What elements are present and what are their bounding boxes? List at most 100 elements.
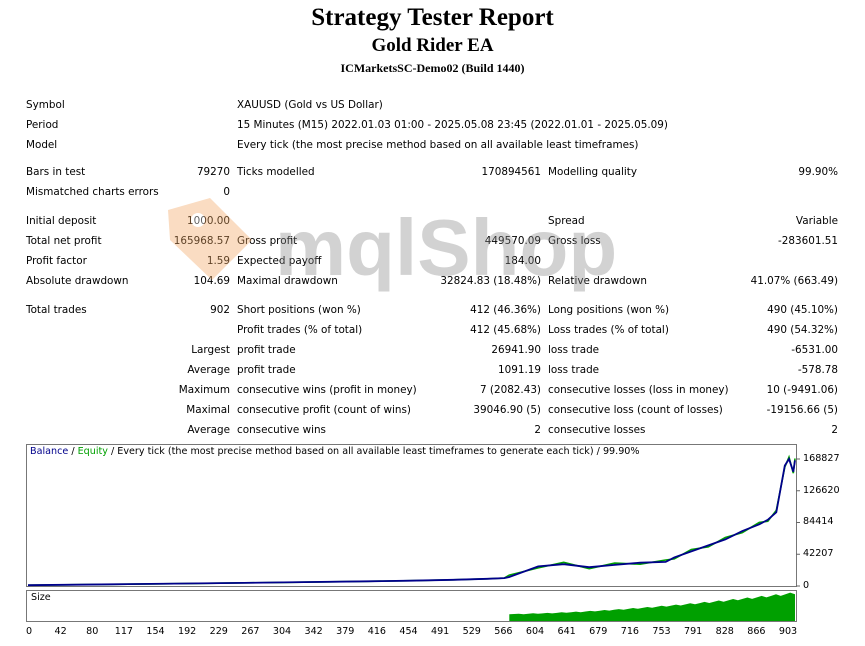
absdd-value: 104.69 [193,275,230,287]
max-wins-value: 7 (2082.43) [480,384,541,396]
x-tick-label: 0 [25,626,33,637]
legend-description: / Every tick (the most precise method ba… [107,446,640,457]
x-tick-label: 566 [494,626,513,637]
max-losses-label: consecutive losses (loss in money) [548,384,729,396]
size-label: Size [31,592,51,603]
chart-legend: Balance / Equity / Every tick (the most … [30,446,640,457]
x-tick-label: 529 [462,626,481,637]
pf-value: 1.59 [206,255,230,267]
maxdd-label: Maximal drawdown [237,275,338,287]
trades-label: Total trades [26,304,87,316]
ep-value: 184.00 [504,255,541,267]
period-label: Period [26,119,59,131]
x-tick-label: 154 [146,626,165,637]
symbol-label: Symbol [26,99,65,111]
max-losses-value: 10 (-9491.06) [766,384,838,396]
legend-equity: Equity [77,446,108,457]
x-tick-label: 753 [652,626,671,637]
legend-balance: Balance [30,446,69,457]
bars-value: 79270 [196,166,230,178]
ticks-label: Ticks modelled [237,166,315,178]
largest-loss-value: -6531.00 [791,344,838,356]
avg-wins-label: consecutive wins [237,424,326,436]
maximal-profit-label: consecutive profit (count of wins) [237,404,411,416]
avg-profit-label: profit trade [237,364,296,376]
maxdd-value: 32824.83 (18.48%) [440,275,541,287]
x-tick-label: 903 [778,626,798,637]
model-value: Every tick (the most precise method base… [237,139,639,151]
x-tick-label: 828 [715,626,734,637]
grossloss-label: Gross loss [548,235,601,247]
reldd-label: Relative drawdown [548,275,647,287]
x-tick-label: 342 [304,626,323,637]
x-tick-label: 267 [241,626,260,637]
absdd-label: Absolute drawdown [26,275,129,287]
x-tick-label: 866 [747,626,766,637]
netprofit-value: 165968.57 [173,235,230,247]
grossprofit-label: Gross profit [237,235,298,247]
mismatch-value: 0 [223,186,230,198]
y-tick-label: 42207 [803,548,834,560]
avg-profit-value: 1091.19 [498,364,541,376]
x-tick-label: 80 [86,626,99,637]
balance-line [27,456,796,587]
largest-loss-label: loss trade [548,344,600,356]
size-bars [509,592,795,621]
losstr-value: 490 (54.32%) [767,324,838,336]
deposit-value: 1000.00 [187,215,230,227]
long-label: Long positions (won %) [548,304,670,316]
deposit-label: Initial deposit [26,215,97,227]
y-tick-label: 126620 [803,484,840,496]
avg-losses-label: consecutive losses [548,424,646,436]
max-wins-label: consecutive wins (profit in money) [237,384,417,396]
pf-label: Profit factor [26,255,87,267]
maximum-label: Maximum [178,384,230,396]
x-tick-label: 416 [367,626,387,637]
avg-losses-value: 2 [831,424,838,436]
largest-profit-value: 26941.90 [491,344,541,356]
grossprofit-value: 449570.09 [484,235,541,247]
avg-loss-label: loss trade [548,364,600,376]
average-label: Average [187,364,230,376]
x-tick-label: 229 [209,626,228,637]
profittr-label: Profit trades (% of total) [237,324,363,336]
maximal-loss-label: consecutive loss (count of losses) [548,404,723,416]
losstr-label: Loss trades (% of total) [548,324,669,336]
y-tick-label: 0 [803,580,810,591]
x-tick-label: 604 [525,626,545,637]
x-tick-label: 791 [683,626,703,637]
netprofit-label: Total net profit [26,235,102,247]
x-tick-label: 42 [54,626,67,637]
long-value: 490 (45.10%) [767,304,838,316]
equity-line [27,454,796,586]
y-tick-label: 168827 [803,453,840,464]
avg-loss-value: -578.78 [797,364,838,376]
x-tick-label: 304 [272,626,292,637]
x-tick-label: 641 [557,626,576,637]
quality-label: Modelling quality [548,166,638,178]
average2-label: Average [187,424,230,436]
bars-label: Bars in test [26,166,86,178]
maximal-label: Maximal [186,404,230,416]
x-tick-label: 117 [114,626,134,637]
x-tick-label: 491 [430,626,450,637]
short-label: Short positions (won %) [237,304,361,316]
spread-value: Variable [795,215,838,227]
maximal-profit-value: 39046.90 (5) [473,404,541,416]
avg-wins-value: 2 [534,424,541,436]
trades-value: 902 [210,304,230,316]
model-label: Model [26,139,58,151]
largest-label: Largest [191,344,230,356]
symbol-value: XAUUSD (Gold vs US Dollar) [237,99,383,111]
ticks-value: 170894561 [481,166,542,178]
x-tick-label: 192 [177,626,197,637]
x-tick-label: 679 [589,626,608,637]
balance-chart [26,444,797,587]
mismatch-label: Mismatched charts errors [26,186,159,198]
x-tick-label: 454 [399,626,418,637]
quality-value: 99.90% [798,166,838,178]
ep-label: Expected payoff [237,255,322,267]
x-tick-label: 716 [620,626,640,637]
y-tick-label: 84414 [803,516,834,528]
